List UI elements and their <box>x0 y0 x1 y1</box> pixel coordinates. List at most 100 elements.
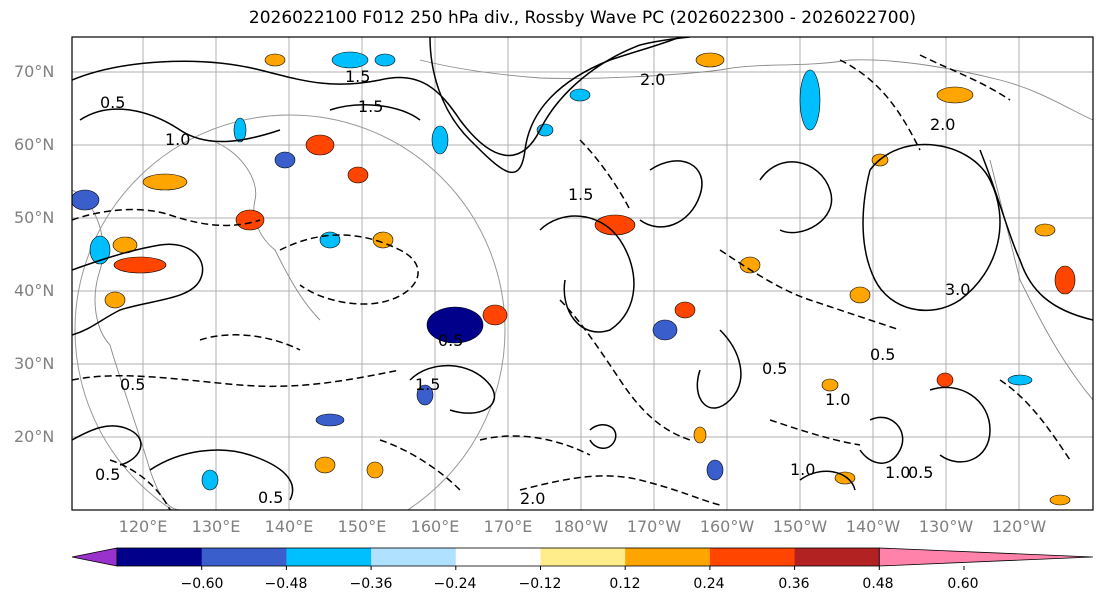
contour-solid <box>149 449 294 501</box>
divergence-patch <box>674 301 696 319</box>
divergence-patch <box>366 461 384 479</box>
lon-label: 130°E <box>191 517 241 536</box>
lon-label: 160°E <box>410 517 460 536</box>
contour-solid <box>72 243 204 336</box>
contour-dashed <box>279 234 419 305</box>
contour-dashed <box>379 439 461 491</box>
colorbar-swatch <box>117 548 203 566</box>
divergence-patch <box>594 214 636 236</box>
contour-solid <box>862 143 1001 312</box>
divergence-patch <box>314 456 336 474</box>
contour-dashed <box>479 435 591 456</box>
divergence-patch <box>1007 374 1033 386</box>
divergence-patch <box>936 372 954 388</box>
contour-label: 0.5 <box>95 465 120 484</box>
contour-solid <box>79 108 281 143</box>
lat-label: 40°N <box>14 281 55 300</box>
divergence-patch <box>821 378 839 392</box>
divergence-patch <box>1054 265 1076 295</box>
contour-solid <box>759 161 833 234</box>
contour-dashed <box>719 249 901 331</box>
divergence-patch <box>426 306 484 344</box>
divergence-patch <box>936 86 974 104</box>
contour-dashed <box>769 419 861 446</box>
divergence-patch <box>104 291 126 309</box>
divergence-patch <box>652 319 678 341</box>
contour-dashed <box>199 334 301 351</box>
map-frame <box>71 36 1094 511</box>
colorbar-tick-label: −0.60 <box>180 576 224 592</box>
contour-dashed <box>72 208 261 227</box>
contour-solid <box>539 215 635 333</box>
colorbar-extend-low <box>71 547 118 567</box>
contour-label: 0.5 <box>100 93 125 112</box>
lon-label: 170°W <box>626 517 682 536</box>
colorbar-swatch <box>709 548 796 566</box>
contour-solid <box>859 416 904 464</box>
contour-solid <box>929 386 991 463</box>
divergence-patch <box>416 384 434 406</box>
contour-dashed <box>559 299 691 441</box>
divergence-patch <box>113 256 167 274</box>
graticule <box>72 37 1093 510</box>
lat-label: 20°N <box>14 427 55 446</box>
colorbar-swatch <box>371 548 457 566</box>
contour-label: 1.5 <box>415 375 440 394</box>
contour-solid <box>429 37 681 173</box>
colorbar <box>71 547 1094 570</box>
contour-label: 1.0 <box>790 460 815 479</box>
contour-label: 1.5 <box>568 185 593 204</box>
colorbar-tick-label: 0.60 <box>947 576 979 592</box>
contour-label: 2.0 <box>520 489 545 508</box>
contour-label: 0.5 <box>908 463 933 482</box>
contour-label: 3.0 <box>945 280 970 299</box>
lon-label: 180°W <box>553 517 609 536</box>
contour-label: 1.5 <box>358 97 383 116</box>
contour-dashed <box>839 59 921 151</box>
colorbar-extend-high <box>878 547 1094 567</box>
contour-label: 1.0 <box>825 390 850 409</box>
colorbar-swatch <box>455 548 541 566</box>
divergence-patch <box>235 209 265 231</box>
contour-dashed <box>72 369 401 388</box>
contour-dashed <box>999 379 1071 461</box>
colorbar-tick-label: −0.36 <box>349 576 393 592</box>
lat-label: 60°N <box>14 135 55 154</box>
contour-solid <box>799 470 856 491</box>
contour-solid <box>329 104 421 121</box>
colorbar-tick-label: −0.24 <box>433 576 477 592</box>
contour-label: 0.5 <box>870 345 895 364</box>
contour-solid <box>979 149 1093 321</box>
colorbar-tick-label: 0.24 <box>693 576 725 592</box>
contour-solid <box>72 425 142 466</box>
divergence-patch <box>201 469 219 491</box>
lon-label: 170°E <box>483 517 533 536</box>
divergence-patch <box>1034 223 1056 237</box>
lon-label: 120°E <box>118 517 168 536</box>
lon-label: 150°E <box>337 517 387 536</box>
contour-solid <box>72 37 691 157</box>
map-panel <box>72 37 1093 510</box>
colorbar-tick-label: −0.48 <box>264 576 308 592</box>
contour-label: 1.0 <box>165 130 190 149</box>
coastlines <box>72 59 1093 510</box>
contour-label: 0.5 <box>762 359 787 378</box>
divergence-patch <box>374 53 396 67</box>
contour-solid <box>409 364 496 414</box>
contour-solid <box>639 160 703 228</box>
colorbar-swatch <box>540 548 626 566</box>
contour-solid <box>696 329 742 409</box>
colorbar-tick-label: 0.48 <box>862 576 894 592</box>
colorbar-tick-label: 0.12 <box>609 576 641 592</box>
divergence-patch <box>695 52 725 68</box>
divergence-patch <box>482 304 508 326</box>
contour-label: 1.5 <box>345 67 370 86</box>
divergence-patch <box>739 256 761 274</box>
rossby-wave-contours <box>72 37 1093 510</box>
colorbar-tick-label: 0.36 <box>778 576 810 592</box>
colorbar-swatch <box>286 548 372 566</box>
contour-labels: 0.51.01.52.00.5 1.50.51.00.52.00.51.00.52… <box>95 67 970 508</box>
divergence-patch <box>569 88 591 102</box>
colorbar-swatch <box>794 548 880 566</box>
